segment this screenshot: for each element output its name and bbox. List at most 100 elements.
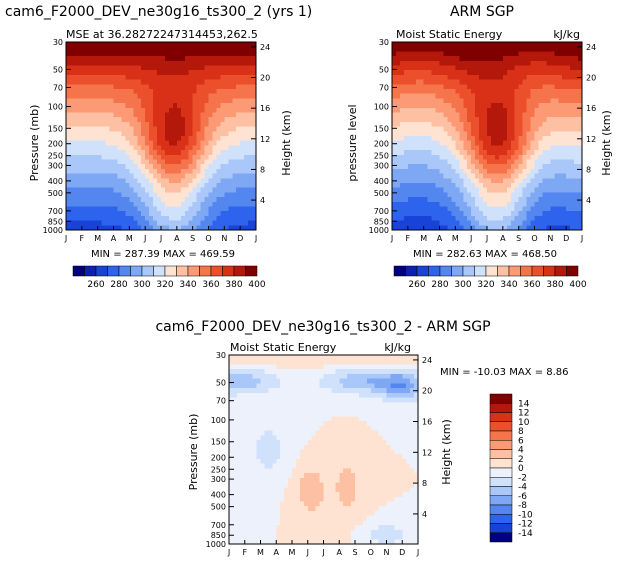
contour-cell — [538, 66, 543, 71]
contour-cell — [216, 207, 221, 212]
contour-cell — [90, 84, 95, 89]
contour-cell — [316, 454, 321, 459]
contour-cell — [455, 221, 460, 226]
contour-cell — [519, 103, 524, 108]
contour-cell — [447, 127, 452, 132]
contour-cell — [232, 80, 237, 85]
contour-cell — [233, 497, 238, 502]
contour-cell — [257, 402, 262, 407]
contour-cell — [177, 103, 182, 108]
contour-cell — [193, 80, 198, 85]
contour-cell — [209, 56, 214, 61]
contour-cell — [308, 431, 313, 436]
contour-cell — [241, 506, 246, 511]
contour-cell — [248, 51, 253, 56]
contour-cell — [189, 47, 194, 52]
contour-cell — [149, 61, 154, 66]
contour-cell — [523, 131, 528, 136]
contour-cell — [459, 207, 464, 212]
contour-cell — [535, 127, 540, 132]
contour-cell — [228, 169, 233, 174]
contour-cell — [264, 383, 269, 388]
contour-cell — [257, 398, 262, 403]
contour-cell — [428, 136, 433, 141]
contour-cell — [201, 66, 206, 71]
contour-cell — [248, 113, 253, 118]
contour-cell — [189, 192, 194, 197]
contour-cell — [554, 131, 559, 136]
contour-cell — [232, 141, 237, 146]
contour-cell — [288, 525, 293, 530]
contour-cell — [558, 51, 563, 56]
contour-cell — [487, 207, 492, 212]
contour-cell — [440, 188, 445, 193]
contour-cell — [550, 192, 555, 197]
contour-cell — [249, 520, 254, 525]
contour-cell — [240, 66, 245, 71]
contour-cell — [153, 160, 158, 165]
contour-cell — [244, 51, 249, 56]
contour-cell — [133, 103, 138, 108]
contour-cell — [193, 47, 198, 52]
contour-cell — [209, 122, 214, 127]
contour-cell — [455, 98, 460, 103]
colorbar-label: 340 — [179, 280, 196, 290]
contour-cell — [66, 160, 71, 165]
contour-cell — [157, 164, 162, 169]
contour-cell — [229, 511, 234, 516]
contour-cell — [276, 445, 281, 450]
contour-cell — [78, 207, 83, 212]
contour-cell — [538, 98, 543, 103]
contour-cell — [308, 426, 313, 431]
contour-cell — [284, 374, 289, 379]
contour-cell — [257, 393, 262, 398]
contour-cell — [292, 464, 297, 469]
contour-cell — [145, 136, 150, 141]
contour-cell — [312, 407, 317, 412]
contour-cell — [86, 136, 91, 141]
contour-cell — [133, 174, 138, 179]
contour-cell — [233, 440, 238, 445]
contour-cell — [515, 141, 520, 146]
contour-cell — [117, 155, 122, 160]
contour-cell — [475, 192, 480, 197]
contour-cell — [157, 160, 162, 165]
contour-cell — [428, 70, 433, 75]
contour-cell — [94, 150, 99, 155]
contour-cell — [94, 136, 99, 141]
contour-cell — [141, 169, 146, 174]
contour-cell — [523, 188, 528, 193]
contour-cell — [125, 89, 130, 94]
contour-cell — [316, 388, 321, 393]
contour-cell — [205, 197, 210, 202]
contour-cell — [237, 360, 242, 365]
contour-cell — [86, 216, 91, 221]
contour-cell — [110, 164, 115, 169]
contour-cell — [141, 207, 146, 212]
contour-cell — [110, 70, 115, 75]
contour-cell — [253, 374, 258, 379]
contour-cell — [519, 113, 524, 118]
contour-cell — [197, 66, 202, 71]
contour-cell — [404, 127, 409, 132]
contour-cell — [257, 412, 262, 417]
contour-cell — [296, 468, 301, 473]
contour-cell — [420, 89, 425, 94]
contour-cell — [257, 379, 262, 384]
contour-cell — [507, 108, 512, 113]
contour-cell — [558, 42, 563, 47]
contour-cell — [193, 103, 198, 108]
contour-cell — [74, 141, 79, 146]
contour-cell — [185, 70, 190, 75]
contour-cell — [233, 473, 238, 478]
contour-cell — [165, 136, 170, 141]
contour-cell — [229, 431, 234, 436]
contour-cell — [491, 108, 496, 113]
contour-cell — [129, 211, 134, 216]
contour-cell — [428, 66, 433, 71]
contour-cell — [511, 61, 516, 66]
contour-cell — [205, 103, 210, 108]
contour-cell — [420, 150, 425, 155]
contour-cell — [538, 75, 543, 80]
contour-cell — [440, 98, 445, 103]
